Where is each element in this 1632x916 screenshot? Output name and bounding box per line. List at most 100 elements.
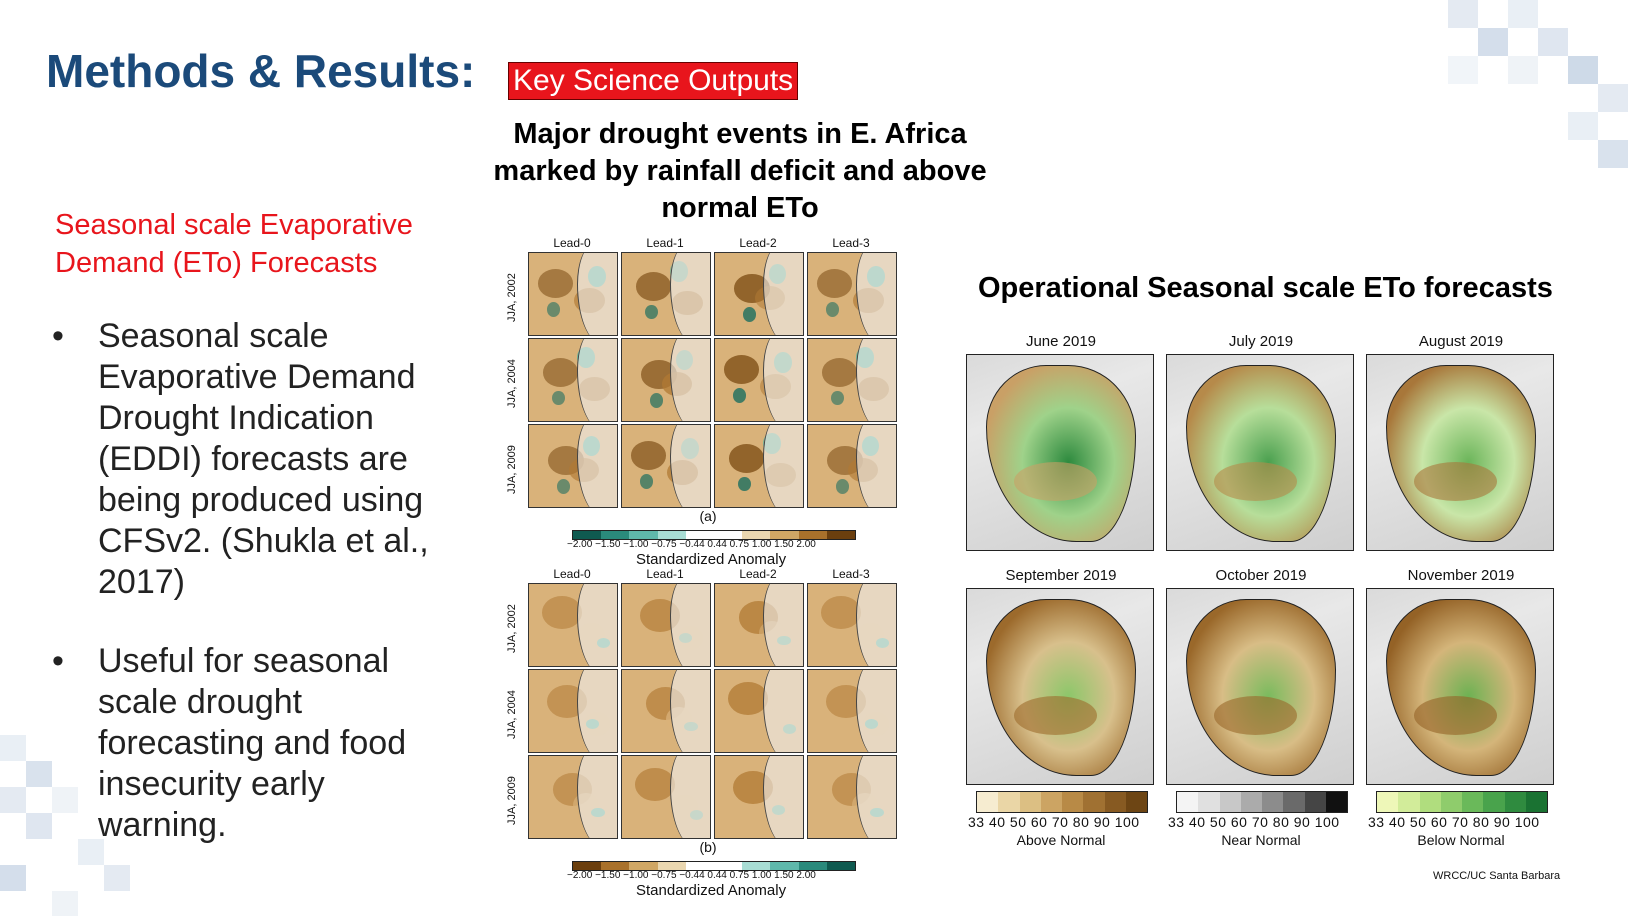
anomaly-map-cell	[807, 669, 897, 753]
anomaly-map-cell	[621, 755, 711, 839]
colorbar-ticks: −2.00 −1.50 −1.00 −0.75 −0.44 0.44 0.75 …	[567, 870, 816, 881]
legend-title: Above Normal	[1016, 832, 1106, 848]
coastline	[763, 584, 803, 666]
coastline	[577, 425, 617, 507]
coastline	[577, 253, 617, 335]
month-title: June 2019	[1025, 333, 1097, 350]
africa-continent	[985, 364, 1137, 543]
legend-swatch	[1398, 792, 1420, 812]
anomaly-patch	[635, 768, 675, 802]
colorbar-swatch	[629, 862, 658, 870]
coastline	[763, 756, 803, 838]
colorbar-swatch	[573, 531, 602, 539]
africa-continent	[1385, 598, 1537, 777]
anomaly-map-cell	[807, 424, 897, 508]
anomaly-map-cell	[807, 252, 897, 336]
coastline	[577, 584, 617, 666]
lead-label: Lead-2	[739, 567, 777, 581]
lead-label: Lead-2	[739, 236, 777, 250]
africa-continent	[985, 598, 1137, 777]
legend-swatch	[1083, 792, 1105, 812]
coastline	[670, 756, 710, 838]
bullet-text: Seasonal scale Evaporative Demand Drough…	[98, 317, 429, 601]
coastline	[856, 584, 896, 666]
anomaly-map-cell	[621, 424, 711, 508]
colorbar-swatch	[714, 862, 743, 870]
coastline	[670, 339, 710, 421]
anomaly-map-cell	[528, 583, 618, 667]
forecast-map	[1166, 588, 1354, 785]
colorbar-swatch	[601, 531, 630, 539]
section-badge: Key Science Outputs	[508, 62, 799, 100]
probability-band	[1013, 462, 1098, 502]
coastline	[670, 425, 710, 507]
africa-continent	[1385, 364, 1537, 543]
legend-swatch	[1483, 792, 1505, 812]
anomaly-map-cell	[528, 669, 618, 753]
colorbar-swatch	[826, 862, 856, 870]
anomaly-patch	[830, 390, 845, 406]
anomaly-patch	[821, 596, 861, 630]
legend-swatch	[977, 792, 999, 812]
legend-swatch	[1177, 792, 1199, 812]
anomaly-map-cell	[807, 583, 897, 667]
legend-swatch	[1219, 792, 1241, 812]
center-figure-title: Major drought events in E. Africa marked…	[493, 118, 987, 224]
colorbar-swatch	[742, 862, 771, 870]
coastline	[856, 756, 896, 838]
anomaly-patch	[729, 443, 765, 473]
legend-ticks: 33 40 50 60 70 80 90 100	[1168, 814, 1340, 830]
anomaly-patch	[737, 476, 752, 492]
colorbar-swatch	[826, 531, 856, 539]
colorbar-title: Standardized Anomaly	[636, 551, 787, 568]
probability-band	[1413, 696, 1498, 736]
coastline	[670, 253, 710, 335]
month-title: August 2019	[1418, 333, 1504, 350]
legend-swatch	[1504, 792, 1526, 812]
anomaly-map-cell	[807, 338, 897, 422]
coastline	[577, 339, 617, 421]
anomaly-map-cell	[714, 338, 804, 422]
colorbar-swatch	[770, 531, 799, 539]
colorbar-swatch	[798, 862, 827, 870]
colorbar-swatch	[714, 531, 743, 539]
legend-title: Near Normal	[1221, 832, 1301, 848]
lead-label: Lead-3	[832, 567, 870, 581]
legend-swatch	[998, 792, 1020, 812]
right-figure-title: Operational Seasonal scale ETo forecasts	[978, 272, 1553, 304]
coastline	[577, 670, 617, 752]
panel-label: (a)	[699, 508, 717, 524]
month-title: October 2019	[1215, 567, 1307, 584]
coastline	[670, 670, 710, 752]
legend-swatch	[1104, 792, 1126, 812]
anomaly-patch	[836, 479, 850, 494]
coastline	[763, 425, 803, 507]
lead-label: Lead-3	[832, 236, 870, 250]
anomaly-map-cell	[714, 669, 804, 753]
anomaly-patch	[557, 479, 571, 494]
colorbar-title: Standardized Anomaly	[636, 882, 787, 899]
anomaly-patch	[543, 357, 579, 387]
coastline	[763, 670, 803, 752]
lead-label: Lead-1	[646, 236, 684, 250]
row-label: JJA, 2009	[506, 445, 518, 494]
probability-band	[1013, 696, 1098, 736]
anomaly-map-cell	[621, 338, 711, 422]
anomaly-patch	[723, 355, 759, 385]
colorbar-swatch	[798, 531, 827, 539]
legend-swatch	[1019, 792, 1041, 812]
legend-swatch	[1377, 792, 1399, 812]
coastline	[763, 253, 803, 335]
colorbar-swatch	[629, 531, 658, 539]
left-subheading: Seasonal scale Evaporative Demand (ETo) …	[55, 209, 413, 279]
anomaly-patch	[650, 393, 664, 408]
anomaly-patch	[639, 474, 653, 489]
anomaly-patch	[728, 682, 768, 716]
legend-swatch	[1240, 792, 1262, 812]
anomaly-map-cell	[528, 424, 618, 508]
anomaly-map-cell	[528, 755, 618, 839]
legend-swatch	[1419, 792, 1441, 812]
anomaly-patch	[822, 357, 858, 387]
bullet-list: • Seasonal scale Evaporative Demand Drou…	[52, 316, 452, 884]
panel-label: (b)	[699, 839, 717, 855]
